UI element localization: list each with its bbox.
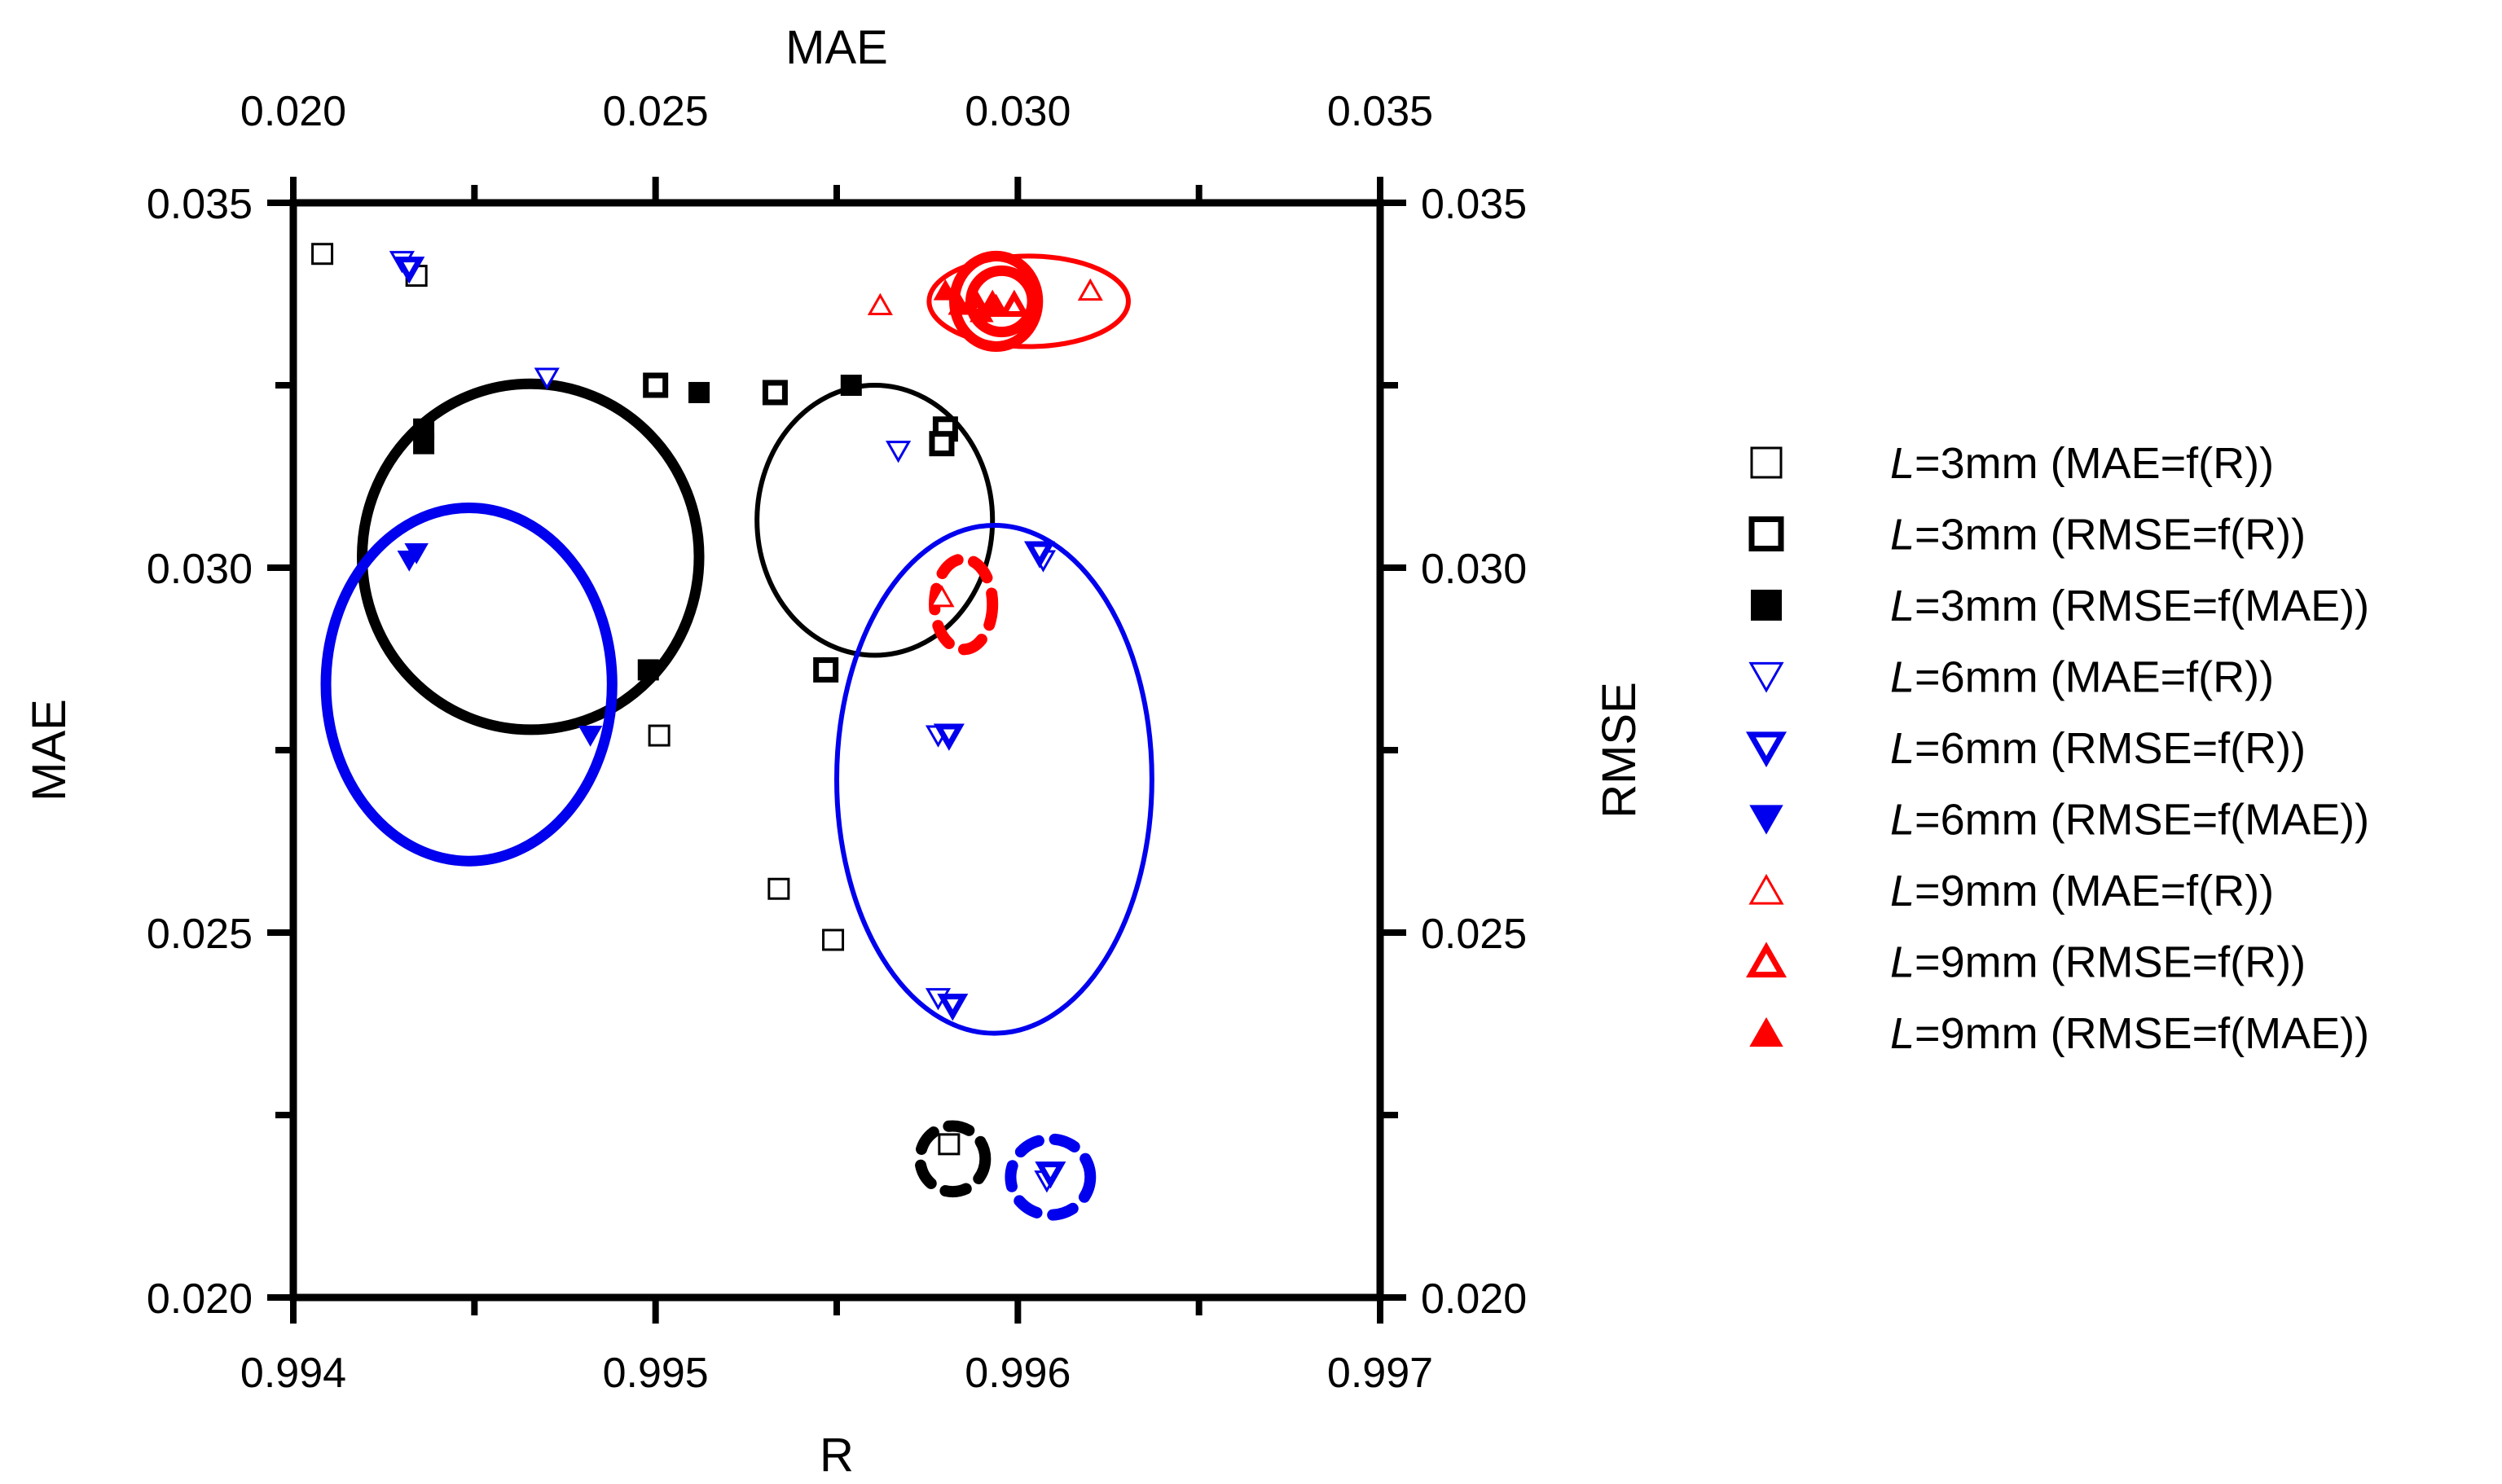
ellipse-l9mm-thin [926, 253, 1131, 349]
data-point-series-5 [1035, 1161, 1066, 1189]
data-point-series-3 [413, 432, 435, 454]
legend-label: L=9mm (RMSE=f(R)) [1890, 938, 2306, 987]
right-tick-label: 0.030 [1421, 546, 1527, 593]
legend-label: L=6mm (MAE=f(R)) [1890, 653, 2274, 702]
legend-label: L=9mm (MAE=f(R)) [1890, 867, 2274, 915]
right-axis-title: RMSE [1593, 682, 1646, 819]
right-tick-label: 0.025 [1421, 911, 1527, 958]
left-tick-label: 0.030 [147, 546, 253, 593]
ellipse-l3mm-dashed [914, 1120, 992, 1198]
data-point-series-5 [937, 994, 969, 1021]
data-point-series-6 [404, 543, 429, 564]
legend-label: L=6mm (RMSE=f(MAE)) [1890, 796, 2369, 845]
legend-label: L=6mm (RMSE=f(R)) [1890, 724, 2306, 773]
ellipse-l3mm-thin [754, 383, 996, 658]
data-point-series-4 [534, 367, 560, 390]
legend-marker [1745, 942, 1787, 978]
data-point-series-9 [962, 286, 987, 308]
data-point-series-7 [929, 585, 955, 608]
legend-marker [1745, 731, 1787, 768]
data-point-series-2 [643, 372, 669, 398]
data-point-series-2 [762, 380, 788, 406]
legend-marker [1749, 1016, 1783, 1047]
ellipse-l6mm-thin [834, 523, 1154, 1036]
data-point-series-3 [688, 381, 710, 403]
data-point-series-9 [983, 293, 1009, 315]
top-axis-title: MAE [785, 21, 888, 74]
data-point-series-1 [822, 929, 845, 951]
ellipse-l6mm-dashed [1005, 1133, 1097, 1221]
data-point-series-5 [1023, 541, 1056, 569]
data-point-series-3 [840, 375, 862, 396]
ellipses-layer [320, 250, 1154, 1221]
legend-marker [1748, 516, 1784, 551]
right-tick-label: 0.020 [1421, 1275, 1527, 1323]
data-point-series-1 [648, 724, 671, 747]
legend-marker [1750, 446, 1783, 479]
legend-marker [1748, 661, 1784, 693]
legend-marker [1748, 873, 1784, 905]
data-point-series-2 [929, 431, 955, 457]
data-point-series-7 [867, 292, 893, 315]
data-point-series-2 [813, 656, 839, 683]
data-point-series-1 [938, 1133, 961, 1156]
legend-label: L=3mm (MAE=f(R)) [1890, 439, 2274, 488]
data-point-series-1 [767, 877, 790, 900]
data-point-series-7 [1077, 278, 1103, 301]
legend-label: L=3mm (RMSE=f(MAE)) [1890, 582, 2369, 630]
bottom-tick-label: 0.995 [603, 1350, 709, 1397]
data-point-series-6 [578, 726, 603, 747]
ticks-layer: 0.994 0.995 0.996 0.997 0.020 0.025 0.030 0.035… [147, 88, 1527, 1397]
left-tick-label: 0.035 [147, 181, 253, 228]
ellipse-l6mm-thick [320, 503, 618, 867]
legend-marker [1751, 590, 1782, 621]
left-tick-label: 0.020 [147, 1275, 253, 1323]
data-point-series-8 [998, 289, 1030, 317]
legend-marker [1749, 805, 1783, 835]
bottom-tick-label: 0.996 [965, 1350, 1071, 1397]
top-tick-label: 0.030 [965, 88, 1071, 135]
top-tick-label: 0.025 [603, 88, 709, 135]
top-tick-label: 0.035 [1327, 88, 1433, 135]
data-point-series-1 [311, 243, 334, 266]
data-point-series-9 [933, 279, 958, 301]
top-tick-label: 0.020 [240, 88, 346, 135]
bottom-axis-title: R [820, 1429, 854, 1482]
bottom-tick-label: 0.994 [240, 1350, 346, 1397]
data-point-series-5 [933, 723, 965, 751]
legend-label: L=3mm (RMSE=f(R)) [1890, 511, 2306, 560]
right-tick-label: 0.035 [1421, 181, 1527, 228]
ellipse-l3mm-thick [356, 378, 705, 735]
left-tick-label: 0.025 [147, 911, 253, 958]
bottom-tick-label: 0.997 [1327, 1350, 1433, 1397]
data-point-series-4 [886, 441, 912, 463]
left-axis-title: MAE [23, 699, 76, 801]
data-point-series-3 [637, 659, 659, 681]
legend-label: L=9mm (RMSE=f(MAE)) [1890, 1009, 2369, 1058]
points-layer [311, 243, 1103, 1193]
data-point-series-5 [394, 257, 425, 284]
legend: L=3mm (MAE=f(R)) L=3mm (RMSE=f(R)) L=3mm (… [1745, 439, 2369, 1058]
